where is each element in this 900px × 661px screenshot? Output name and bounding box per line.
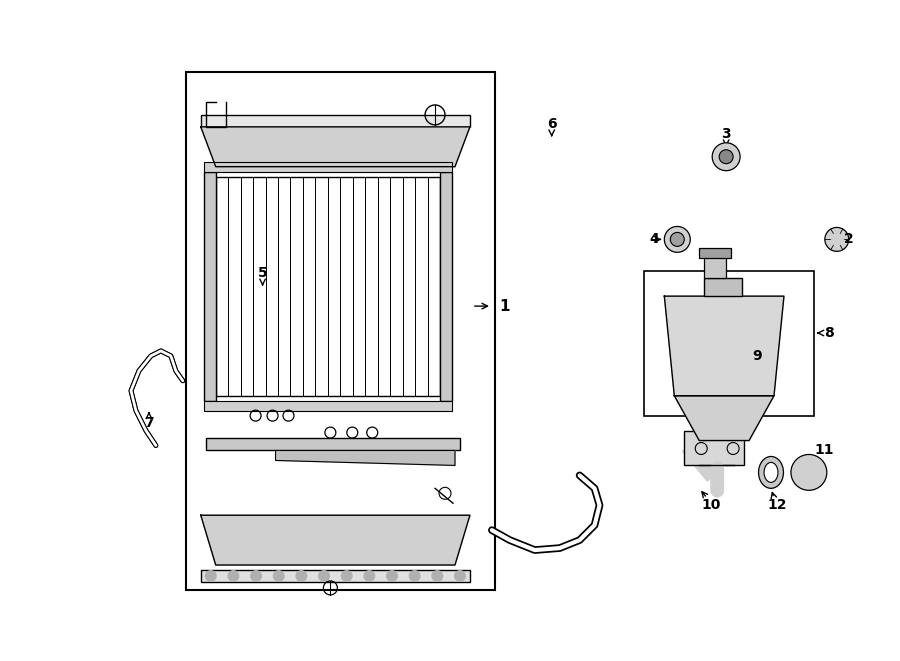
Ellipse shape <box>759 457 784 488</box>
Bar <box>206 438 460 451</box>
Circle shape <box>670 233 684 247</box>
Circle shape <box>295 570 308 582</box>
Text: 9: 9 <box>752 349 762 363</box>
Polygon shape <box>674 396 774 440</box>
Text: 10: 10 <box>701 498 721 512</box>
Text: 12: 12 <box>767 498 787 512</box>
Ellipse shape <box>764 463 778 483</box>
Circle shape <box>454 570 466 582</box>
Polygon shape <box>275 451 455 465</box>
Bar <box>704 278 742 296</box>
Circle shape <box>796 461 821 485</box>
Text: 8: 8 <box>824 326 833 340</box>
Bar <box>203 401 452 410</box>
Circle shape <box>712 143 740 171</box>
Text: 4: 4 <box>650 233 659 247</box>
Bar <box>440 172 452 401</box>
Text: 5: 5 <box>257 266 267 280</box>
Bar <box>699 249 731 258</box>
Circle shape <box>386 570 398 582</box>
Circle shape <box>409 570 420 582</box>
Bar <box>185 72 495 590</box>
Text: 3: 3 <box>721 127 731 141</box>
Polygon shape <box>664 296 784 396</box>
Circle shape <box>431 570 444 582</box>
Text: 11: 11 <box>814 444 833 457</box>
Circle shape <box>273 570 284 582</box>
FancyArrow shape <box>682 440 721 481</box>
Circle shape <box>689 426 733 469</box>
Circle shape <box>318 570 330 582</box>
Bar <box>203 162 452 172</box>
Bar <box>704 253 726 278</box>
Circle shape <box>364 570 375 582</box>
Text: 2: 2 <box>844 233 853 247</box>
Circle shape <box>824 227 849 251</box>
Bar <box>216 176 440 396</box>
Circle shape <box>719 150 733 164</box>
Circle shape <box>791 455 827 490</box>
Bar <box>644 271 814 416</box>
Circle shape <box>228 570 239 582</box>
Circle shape <box>341 570 353 582</box>
Polygon shape <box>201 127 470 167</box>
Bar <box>203 172 216 401</box>
Text: 7: 7 <box>144 416 154 430</box>
Bar <box>201 115 470 127</box>
Bar <box>684 430 744 465</box>
Circle shape <box>205 570 217 582</box>
Text: 1: 1 <box>500 299 510 313</box>
Text: 6: 6 <box>547 117 556 131</box>
Circle shape <box>664 227 690 253</box>
Polygon shape <box>201 515 470 565</box>
Circle shape <box>250 570 262 582</box>
Bar <box>201 570 470 582</box>
